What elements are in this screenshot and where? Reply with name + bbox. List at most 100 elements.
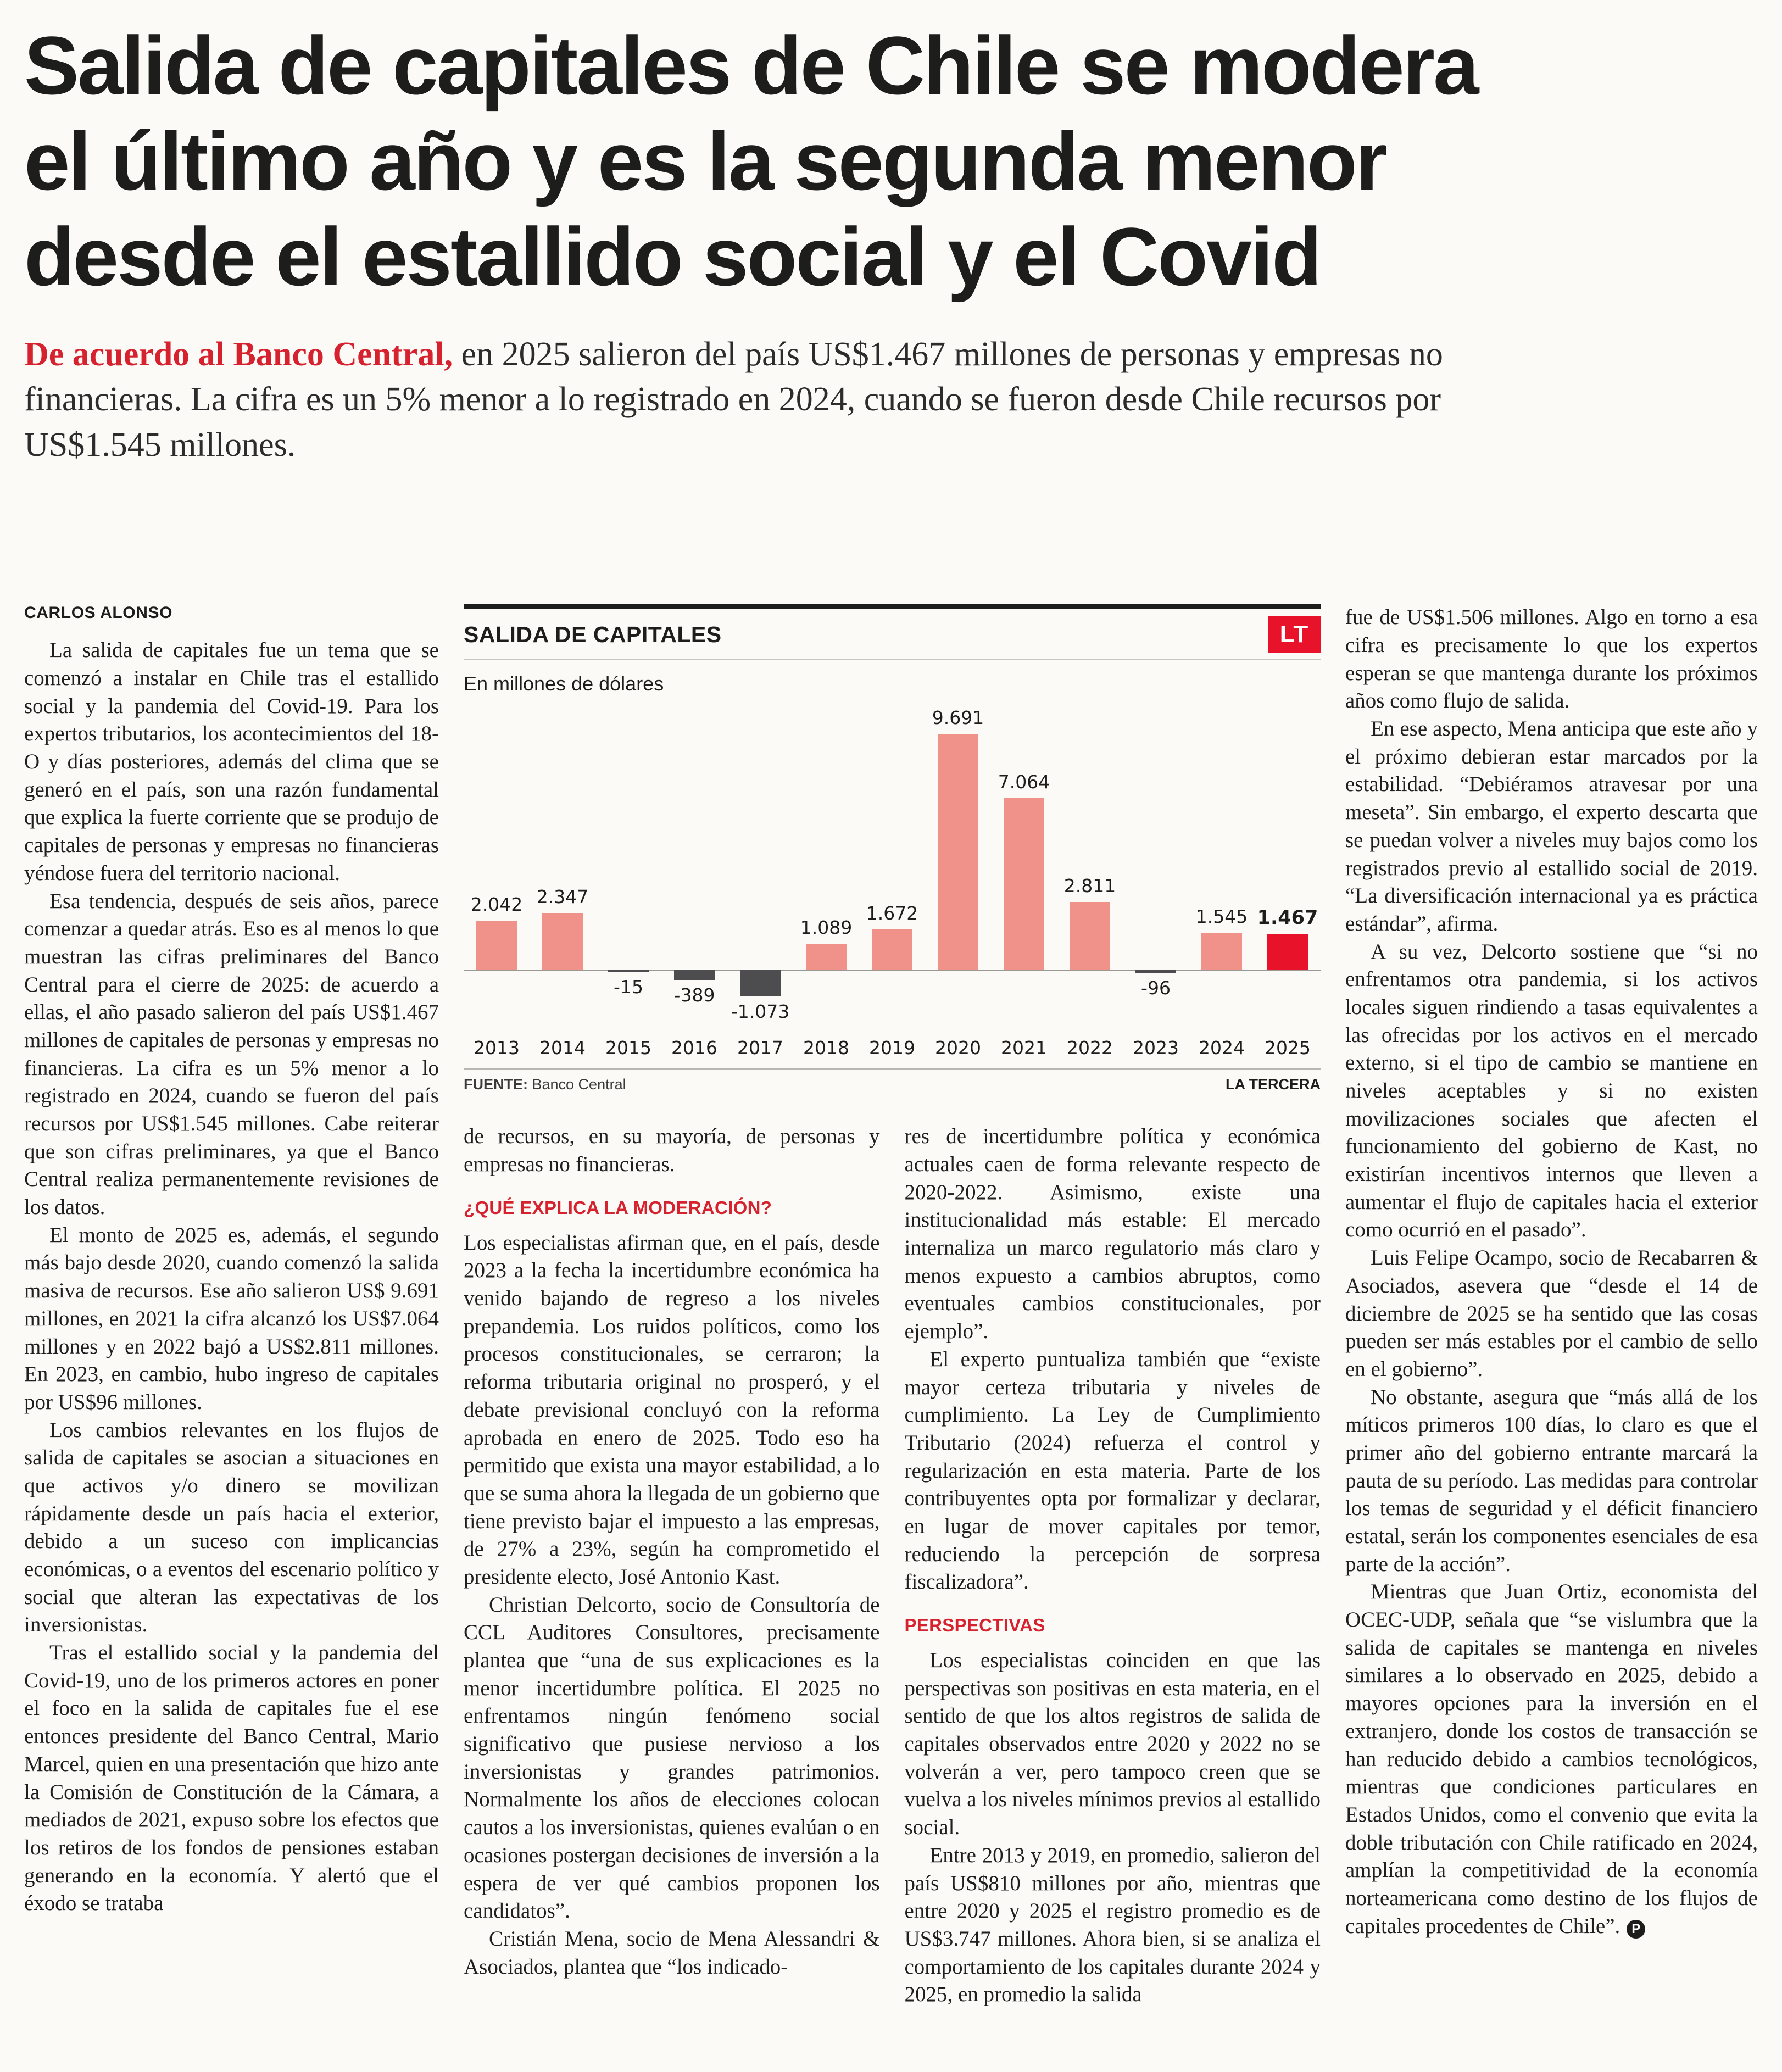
bar-group-2016: -389 (661, 701, 727, 1031)
x-axis-label-2013: 2013 (474, 1037, 520, 1059)
bar-2014 (542, 913, 583, 971)
brand-name: LA TERCERA (1226, 1076, 1321, 1093)
end-of-article-mark: P (1627, 1919, 1646, 1939)
bar-value-label-2014: 2.347 (536, 886, 589, 908)
headline-line-3: desde el estallido social y el Covid (24, 210, 1322, 303)
bar-2023 (1135, 970, 1176, 973)
article-body: CARLOS ALONSO La salida de capitales fue… (24, 604, 1758, 2026)
x-axis-label-2016: 2016 (671, 1037, 717, 1059)
bar-value-label-2019: 1.672 (866, 903, 918, 924)
section-heading-moderacion: ¿QUÉ EXPLICA LA MODERACIÓN? (464, 1197, 772, 1218)
bar-2018 (806, 944, 847, 971)
col4-body: fue de US$1.506 millones. Algo en torno … (1345, 604, 1758, 1940)
bar-group-2017: -1.073 (727, 701, 793, 1031)
bar-value-label-2024: 1.545 (1195, 905, 1248, 927)
bar-group-2020: 9.691 (925, 701, 991, 1031)
bar-group-2014: 2.347 (530, 701, 595, 1031)
bar-2024 (1201, 932, 1242, 971)
bar-group-2021: 7.064 (991, 701, 1057, 1031)
bar-2013 (476, 920, 517, 971)
paragraph: El monto de 2025 es, además, el segundo … (24, 1223, 439, 1414)
middle-text-columns: de recursos, en su mayoría, de personas … (464, 1123, 1321, 2009)
lead-highlight: De acuerdo al Banco Central, (24, 336, 453, 373)
x-axis-label-2022: 2022 (1067, 1037, 1113, 1059)
bar-group-2015: -15 (595, 701, 661, 1031)
bar-group-2023: -96 (1123, 701, 1189, 1031)
chart-header: SALIDA DE CAPITALES LT (464, 609, 1321, 661)
paragraph: En ese aspecto, Mena anticipa que este a… (1345, 717, 1758, 935)
paragraph: res de incertidumbre política y económic… (904, 1124, 1321, 1344)
bar-group-2018: 1.089 (793, 701, 859, 1031)
bar-2025 (1267, 934, 1308, 971)
bar-group-2024: 1.545 (1189, 701, 1255, 1031)
column-4: fue de US$1.506 millones. Algo en torno … (1345, 604, 1758, 2026)
paragraph: Christian Delcorto, socio de Consultoría… (464, 1592, 880, 1923)
x-axis-label-2021: 2021 (1001, 1037, 1047, 1059)
source-label: FUENTE: (464, 1076, 528, 1093)
paragraph: Luis Felipe Ocampo, socio de Recabarren … (1345, 1246, 1758, 1381)
bar-value-label-2018: 1.089 (800, 917, 853, 939)
paragraph: El experto puntualiza también que “exist… (904, 1347, 1321, 1594)
bar-2015 (608, 970, 649, 972)
headline-line-1: Salida de capitales de Chile se modera (24, 19, 1479, 112)
bar-group-2019: 1.672 (859, 701, 925, 1031)
bar-value-label-2021: 7.064 (998, 771, 1050, 793)
x-axis-label-2017: 2017 (737, 1037, 783, 1059)
zero-baseline (464, 970, 1321, 972)
x-axis-label-2015: 2015 (605, 1037, 651, 1059)
paragraph: de recursos, en su mayoría, de personas … (464, 1124, 880, 1177)
headline-line-2: el último año y es la segunda menor (24, 115, 1388, 207)
bar-value-label-2013: 2.042 (470, 893, 523, 915)
col3-body-a: res de incertidumbre política y económic… (905, 1123, 1321, 1596)
col1-body: La salida de capitales fue un tema que s… (24, 637, 439, 1918)
x-axis-label-2025: 2025 (1265, 1037, 1311, 1059)
bar-2021 (1004, 798, 1044, 971)
paragraph: Tras el estallido social y la pandemia d… (24, 1641, 439, 1915)
bar-value-label-2017: -1.073 (731, 1000, 790, 1022)
paragraph: La salida de capitales fue un tema que s… (24, 638, 439, 885)
x-axis-label-2018: 2018 (803, 1037, 849, 1059)
paragraph: Entre 2013 y 2019, en promedio, salieron… (904, 1843, 1321, 2007)
bar-value-label-2016: -389 (673, 984, 715, 1006)
col3-body-b: Los especialistas coinciden en que las p… (905, 1647, 1321, 2009)
bar-2017 (740, 970, 781, 996)
bar-2016 (674, 970, 715, 980)
chart-title: SALIDA DE CAPITALES (464, 621, 722, 647)
x-axis-label-2020: 2020 (935, 1037, 981, 1059)
x-axis-label-2023: 2023 (1133, 1037, 1179, 1059)
source-value: Banco Central (528, 1076, 626, 1093)
column-2: de recursos, en su mayoría, de personas … (464, 1123, 880, 2009)
paragraph: Los especialistas coinciden en que las p… (904, 1648, 1321, 1840)
chart-source-row: FUENTE: Banco Central LA TERCERA (464, 1068, 1321, 1096)
col2-body: Los especialistas afirman que, en el paí… (464, 1229, 880, 1981)
paragraph: Esa tendencia, después de seis años, par… (24, 889, 439, 1219)
paragraph: Los cambios relevantes en los flujos de … (24, 1418, 439, 1637)
bar-value-label-2025: 1.467 (1257, 907, 1318, 929)
paragraph: A su vez, Delcorto sostiene que “si no e… (1345, 939, 1758, 1242)
byline: CARLOS ALONSO (24, 604, 173, 622)
bar-group-2025: 1.467 (1255, 701, 1321, 1031)
x-axis-label-2024: 2024 (1199, 1037, 1245, 1059)
bar-2020 (938, 734, 978, 971)
column-1: CARLOS ALONSO La salida de capitales fue… (24, 604, 439, 2026)
column-middle: SALIDA DE CAPITALES LT En millones de dó… (464, 604, 1321, 2026)
la-tercera-logo: LT (1268, 616, 1321, 653)
paragraph: fue de US$1.506 millones. Algo en torno … (1345, 605, 1758, 713)
lead-paragraph: De acuerdo al Banco Central, en 2025 sal… (24, 332, 1579, 467)
bar-2019 (872, 929, 912, 971)
bar-value-label-2023: -96 (1141, 977, 1171, 999)
chart-x-axis: 2013 2014 2015 2016 2017 2018 2019 2020 2021 2022… (464, 1037, 1321, 1059)
bar-value-label-2020: 9.691 (932, 707, 984, 729)
lead-text: en 2025 salieron del país US$1.467 millo… (24, 336, 1443, 464)
bar-2022 (1070, 901, 1110, 971)
page-title: Salida de capitales de Chile se modera e… (24, 18, 1758, 304)
bar-group-2022: 2.811 (1057, 701, 1123, 1031)
chart-source: FUENTE: Banco Central (464, 1076, 626, 1093)
paragraph: Cristián Mena, socio de Mena Alessandri … (464, 1926, 880, 1979)
col2-intro: de recursos, en su mayoría, de personas … (464, 1123, 880, 1178)
paragraph: Mientras que Juan Ortiz, economista del … (1345, 1580, 1758, 1939)
bar-value-label-2015: -15 (614, 976, 643, 998)
bar-group-2013: 2.042 (464, 701, 530, 1031)
bar-value-label-2022: 2.811 (1063, 875, 1116, 896)
